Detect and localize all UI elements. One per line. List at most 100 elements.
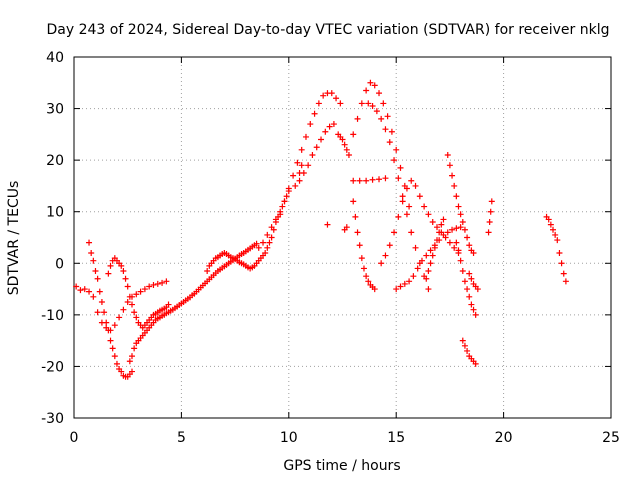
data-point: [434, 237, 441, 244]
data-point: [554, 237, 561, 244]
x-tick-label: 20: [495, 430, 513, 446]
data-point: [449, 226, 456, 233]
data-point: [545, 216, 552, 223]
data-point: [281, 198, 288, 205]
data-point: [365, 100, 372, 107]
data-point: [429, 219, 436, 226]
data-point: [94, 309, 101, 316]
data-point: [397, 164, 404, 171]
data-point: [453, 225, 460, 232]
data-point: [380, 100, 387, 107]
x-tick-label: 15: [387, 430, 405, 446]
data-point: [418, 257, 425, 264]
data-point: [96, 288, 103, 295]
data-point: [440, 216, 447, 223]
y-tick-label: 40: [46, 50, 64, 66]
data-point: [429, 252, 436, 259]
data-point: [94, 275, 101, 282]
data-point: [434, 224, 441, 231]
data-point: [360, 265, 367, 272]
data-point: [116, 314, 123, 321]
x-tick-label: 0: [70, 430, 79, 446]
data-point: [488, 198, 495, 205]
data-point: [365, 278, 372, 285]
data-point: [124, 298, 131, 305]
data-point: [386, 139, 393, 146]
data-point: [124, 283, 131, 290]
x-tick-label: 10: [280, 430, 298, 446]
data-point: [279, 203, 286, 210]
data-point: [466, 242, 473, 249]
data-point: [556, 249, 563, 256]
data-point: [111, 322, 118, 329]
data-point: [412, 182, 419, 189]
data-point: [309, 151, 316, 158]
data-point: [330, 121, 337, 128]
data-point: [485, 229, 492, 236]
data-point: [320, 92, 327, 99]
data-point: [382, 126, 389, 133]
data-point: [427, 260, 434, 267]
data-point: [255, 244, 262, 251]
data-point: [459, 219, 466, 226]
data-point: [107, 262, 114, 269]
data-point: [464, 286, 471, 293]
data-point: [466, 293, 473, 300]
series-arc-n: [393, 224, 464, 293]
data-point: [363, 177, 370, 184]
data-point: [449, 172, 456, 179]
data-point: [378, 260, 385, 267]
data-point: [77, 287, 84, 294]
data-point: [133, 291, 140, 298]
data-point: [272, 216, 279, 223]
y-axis-label: SDTVAR / TECUs: [6, 181, 22, 296]
data-point: [397, 283, 404, 290]
data-point: [382, 252, 389, 259]
data-point: [322, 128, 329, 135]
data-point: [146, 283, 153, 290]
data-point: [461, 226, 468, 233]
data-point: [558, 260, 565, 267]
data-point: [262, 249, 269, 256]
data-point: [470, 249, 477, 256]
data-point: [421, 203, 428, 210]
data-point: [118, 262, 125, 269]
data-point: [264, 231, 271, 238]
data-point: [356, 242, 363, 249]
data-point: [399, 193, 406, 200]
data-point: [150, 281, 157, 288]
data-point: [369, 102, 376, 109]
data-point: [457, 211, 464, 218]
data-point: [466, 270, 473, 277]
data-point: [425, 286, 432, 293]
data-point: [399, 198, 406, 205]
data-point: [472, 311, 479, 318]
data-point: [457, 224, 464, 231]
data-point: [354, 229, 361, 236]
data-point: [311, 110, 318, 117]
data-point: [550, 226, 557, 233]
series-arc-m: [378, 177, 462, 267]
data-point: [378, 115, 385, 122]
data-point: [260, 239, 267, 246]
data-point: [105, 327, 112, 334]
data-point: [113, 360, 120, 367]
data-point: [277, 211, 284, 218]
data-point: [266, 239, 273, 246]
data-point: [438, 221, 445, 228]
data-point: [459, 268, 466, 275]
data-point: [86, 288, 93, 295]
y-tick-label: 20: [46, 153, 64, 169]
series-arc-v: [296, 162, 350, 233]
data-point: [122, 275, 129, 282]
data-point: [131, 345, 138, 352]
data-point: [562, 278, 569, 285]
data-point: [451, 244, 458, 251]
data-point: [461, 278, 468, 285]
data-point: [285, 188, 292, 195]
axis-ticks: [73, 56, 612, 419]
data-point: [464, 347, 471, 354]
data-point: [298, 162, 305, 169]
data-point: [343, 146, 350, 153]
data-point: [268, 234, 275, 241]
